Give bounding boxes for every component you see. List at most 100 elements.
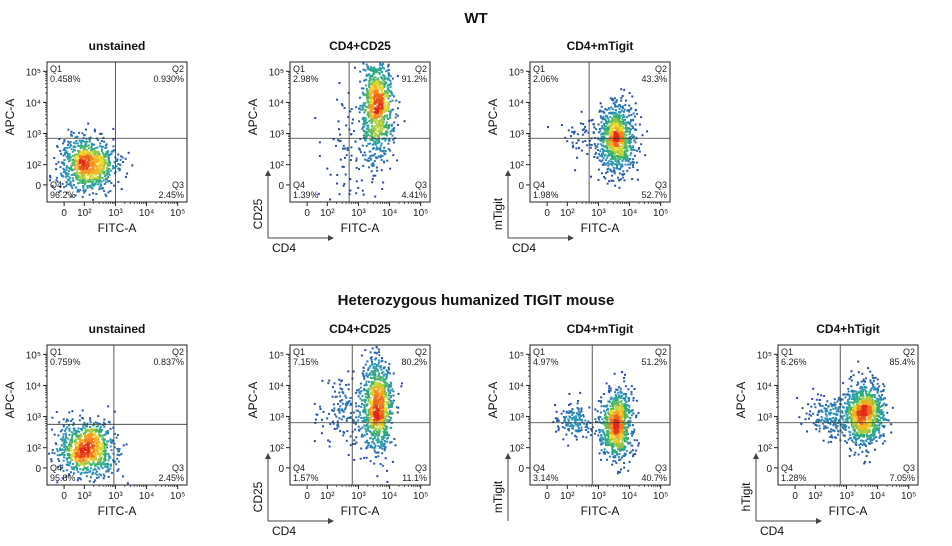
quadrant-q4-name: Q4 <box>293 180 305 190</box>
event-dot <box>337 120 340 123</box>
event-dot <box>70 431 73 434</box>
event-dot <box>396 114 399 117</box>
event-dot <box>603 149 606 152</box>
event-dot <box>368 129 371 132</box>
event-dot <box>601 132 604 135</box>
event-dot <box>103 172 106 175</box>
quadrant-q3-name: Q3 <box>415 463 427 473</box>
event-dot <box>87 152 89 155</box>
event-dot <box>97 154 99 156</box>
event-dot <box>62 418 65 421</box>
event-dot <box>382 410 384 412</box>
event-dot <box>350 108 353 110</box>
event-dot <box>340 380 343 383</box>
event-dot <box>63 153 66 156</box>
event-dot <box>627 159 629 162</box>
event-dot <box>611 123 614 126</box>
event-dot <box>613 112 616 115</box>
event-dot <box>313 402 316 405</box>
event-dot <box>384 150 387 153</box>
event-dot <box>384 393 387 396</box>
event-dot <box>81 132 84 135</box>
event-dot <box>98 162 101 165</box>
event-dot <box>381 372 384 375</box>
event-dot <box>370 402 373 405</box>
event-dot <box>384 446 387 448</box>
event-dot <box>608 150 611 153</box>
event-dot <box>78 179 81 182</box>
event-dot <box>339 430 342 433</box>
event-dot <box>56 180 59 183</box>
event-dot <box>81 463 84 465</box>
event-dot <box>376 99 379 101</box>
event-dot <box>379 390 382 393</box>
event-dot <box>365 447 368 450</box>
event-dot <box>80 172 83 175</box>
event-dot <box>349 435 352 438</box>
event-dot <box>103 447 106 449</box>
event-dot <box>601 159 604 162</box>
event-dot <box>359 70 362 73</box>
event-dot <box>379 102 382 105</box>
event-dot <box>604 129 607 132</box>
event-dot <box>109 189 112 192</box>
event-dot <box>377 415 380 418</box>
event-dot <box>338 128 340 131</box>
y-axis-label: APC-A <box>246 99 260 136</box>
event-dot <box>611 170 613 173</box>
event-dot <box>369 89 372 91</box>
event-dot <box>92 447 95 450</box>
event-dot <box>375 391 378 394</box>
event-dot <box>92 161 95 164</box>
event-dot <box>67 128 70 131</box>
event-dot <box>374 444 377 447</box>
event-dot <box>622 157 625 159</box>
event-dot <box>618 186 621 189</box>
y-axis-label: APC-A <box>3 99 17 136</box>
event-dot <box>364 135 367 137</box>
y-tick-label: 10⁵ <box>509 67 524 78</box>
event-dot <box>624 142 627 145</box>
event-dot <box>73 172 76 175</box>
event-dot <box>79 468 82 471</box>
event-dot <box>365 382 368 385</box>
event-dot <box>71 186 74 189</box>
event-dot <box>379 69 382 72</box>
event-dot <box>383 385 386 388</box>
event-dot <box>91 177 94 180</box>
event-dot <box>371 441 374 443</box>
event-dot <box>368 110 371 113</box>
event-dot <box>328 412 330 415</box>
event-dot <box>97 180 100 183</box>
event-dot <box>377 359 380 362</box>
event-dot <box>105 195 108 198</box>
event-dot <box>604 163 607 166</box>
event-dot <box>392 141 395 144</box>
event-dot <box>379 147 382 149</box>
event-dot <box>92 460 95 463</box>
event-dot <box>89 476 92 479</box>
event-dot <box>615 167 618 170</box>
event-dot <box>373 351 376 354</box>
event-dot <box>596 143 599 146</box>
event-dots <box>314 62 406 201</box>
event-dot <box>371 136 374 139</box>
event-dot <box>94 147 97 150</box>
event-dot <box>388 390 391 393</box>
event-dot <box>628 127 631 130</box>
event-dot <box>371 178 374 181</box>
event-dot <box>381 124 384 127</box>
event-dot <box>104 160 107 163</box>
event-dot <box>619 105 622 108</box>
event-dot <box>630 138 632 141</box>
event-dot <box>385 90 388 93</box>
event-dot <box>74 149 76 152</box>
event-dot <box>67 454 70 457</box>
event-dot <box>385 130 387 133</box>
event-dot <box>377 155 380 158</box>
event-dot <box>392 394 395 397</box>
event-dot <box>618 120 620 123</box>
event-dot <box>74 157 77 160</box>
event-dot <box>366 439 368 442</box>
